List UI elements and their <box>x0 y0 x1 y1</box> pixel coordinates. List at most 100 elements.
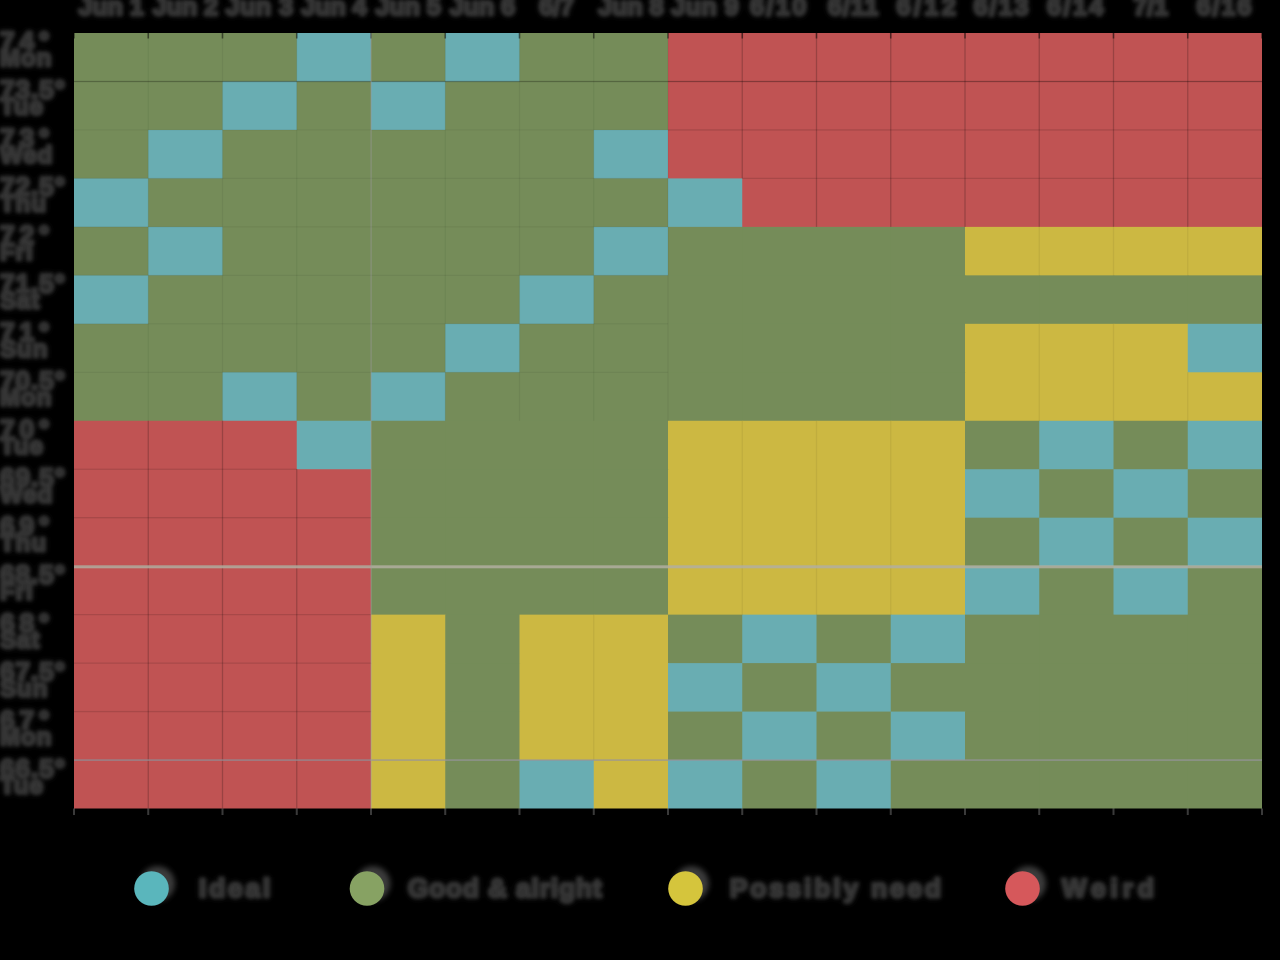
svg-text:Good & alright: Good & alright <box>408 873 603 903</box>
svg-text:Jun 2: Jun 2 <box>153 0 218 21</box>
svg-text:7/1: 7/1 <box>1133 0 1168 21</box>
svg-text:73°: 73° <box>0 123 54 153</box>
svg-text:72.5°: 72.5° <box>0 172 66 202</box>
svg-text:Sat: Sat <box>0 288 40 315</box>
svg-text:Thu: Thu <box>0 191 47 218</box>
svg-text:Jun 6: Jun 6 <box>450 0 515 21</box>
svg-text:71°: 71° <box>0 317 54 347</box>
svg-text:Thu: Thu <box>0 191 47 218</box>
svg-text:70.5°: 70.5° <box>0 366 66 396</box>
svg-text:70.5°: 70.5° <box>0 366 66 396</box>
svg-text:Jun 8: Jun 8 <box>598 0 663 21</box>
svg-text:67°: 67° <box>0 705 54 735</box>
svg-text:Jun 9: Jun 9 <box>671 0 739 21</box>
svg-text:Tue: Tue <box>0 772 44 799</box>
svg-text:Mon: Mon <box>0 385 52 412</box>
svg-text:71°: 71° <box>0 317 54 347</box>
svg-text:6/10: 6/10 <box>750 0 809 21</box>
svg-text:Jun 1: Jun 1 <box>78 0 143 21</box>
svg-text:6/7: 6/7 <box>539 0 574 21</box>
svg-text:6/12: 6/12 <box>897 0 960 21</box>
svg-text:68°: 68° <box>0 608 54 638</box>
svg-text:Tue: Tue <box>0 94 44 121</box>
svg-text:Tue: Tue <box>0 94 44 121</box>
svg-text:69°: 69° <box>0 511 54 541</box>
svg-text:71.5°: 71.5° <box>0 269 66 299</box>
svg-text:Wed: Wed <box>0 482 53 509</box>
svg-text:Good & alright: Good & alright <box>408 873 603 903</box>
svg-text:Ideal: Ideal <box>199 873 273 903</box>
svg-text:Sat: Sat <box>0 627 40 654</box>
svg-text:Fri: Fri <box>0 578 34 605</box>
svg-text:Fri: Fri <box>0 239 34 266</box>
svg-text:69.5°: 69.5° <box>0 463 66 493</box>
svg-text:Thu: Thu <box>0 530 47 557</box>
svg-text:67°: 67° <box>0 705 54 735</box>
svg-text:6/16: 6/16 <box>1197 0 1254 21</box>
svg-text:6/10: 6/10 <box>750 0 809 21</box>
svg-text:Jun 6: Jun 6 <box>450 0 515 21</box>
svg-text:Jun 1: Jun 1 <box>78 0 143 21</box>
svg-text:Jun 5: Jun 5 <box>375 0 440 21</box>
svg-text:72.5°: 72.5° <box>0 172 66 202</box>
svg-text:Jun 8: Jun 8 <box>598 0 663 21</box>
svg-text:71.5°: 71.5° <box>0 269 66 299</box>
svg-text:Thu: Thu <box>0 530 47 557</box>
svg-text:6/13: 6/13 <box>974 0 1031 21</box>
svg-text:Jun 3: Jun 3 <box>226 0 294 21</box>
svg-text:74°: 74° <box>0 26 54 56</box>
svg-text:Mon: Mon <box>0 385 52 412</box>
svg-text:69.5°: 69.5° <box>0 463 66 493</box>
svg-text:72°: 72° <box>0 220 54 250</box>
svg-text:Weird: Weird <box>1062 873 1159 903</box>
svg-text:6/11: 6/11 <box>828 0 879 21</box>
svg-text:Sat: Sat <box>0 288 40 315</box>
svg-text:Jun 9: Jun 9 <box>671 0 739 21</box>
svg-text:Sun: Sun <box>0 336 48 363</box>
svg-text:6/14: 6/14 <box>1047 0 1106 21</box>
svg-text:68°: 68° <box>0 608 54 638</box>
svg-text:Weird: Weird <box>1062 873 1159 903</box>
svg-text:68.5°: 68.5° <box>0 559 66 589</box>
svg-text:Wed: Wed <box>0 142 53 169</box>
svg-text:Sun: Sun <box>0 336 48 363</box>
svg-text:Jun 3: Jun 3 <box>226 0 294 21</box>
svg-text:Mon: Mon <box>0 724 52 751</box>
svg-text:66.5°: 66.5° <box>0 753 66 783</box>
svg-text:6/11: 6/11 <box>828 0 879 21</box>
svg-text:6/14: 6/14 <box>1047 0 1106 21</box>
svg-text:Mon: Mon <box>0 45 52 72</box>
svg-text:72°: 72° <box>0 220 54 250</box>
svg-text:Possibly need: Possibly need <box>730 873 944 903</box>
svg-text:Wed: Wed <box>0 482 53 509</box>
svg-text:70°: 70° <box>0 414 54 444</box>
svg-text:Fri: Fri <box>0 578 34 605</box>
svg-text:7/1: 7/1 <box>1133 0 1168 21</box>
svg-text:Fri: Fri <box>0 239 34 266</box>
svg-text:6/7: 6/7 <box>539 0 574 21</box>
svg-text:68.5°: 68.5° <box>0 559 66 589</box>
svg-text:Possibly need: Possibly need <box>730 873 944 903</box>
svg-text:67.5°: 67.5° <box>0 656 66 686</box>
svg-text:67.5°: 67.5° <box>0 656 66 686</box>
svg-text:Jun 2: Jun 2 <box>153 0 218 21</box>
svg-text:Sun: Sun <box>0 675 48 702</box>
svg-text:6/13: 6/13 <box>974 0 1031 21</box>
svg-text:Wed: Wed <box>0 142 53 169</box>
svg-text:Tue: Tue <box>0 433 44 460</box>
svg-text:Sun: Sun <box>0 675 48 702</box>
svg-text:Tue: Tue <box>0 433 44 460</box>
svg-text:Jun 5: Jun 5 <box>375 0 440 21</box>
svg-text:74°: 74° <box>0 26 54 56</box>
svg-text:73°: 73° <box>0 123 54 153</box>
svg-text:Ideal: Ideal <box>199 873 273 903</box>
svg-text:Mon: Mon <box>0 45 52 72</box>
svg-text:73.5°: 73.5° <box>0 75 66 105</box>
svg-text:Jun 4: Jun 4 <box>301 0 366 21</box>
svg-text:70°: 70° <box>0 414 54 444</box>
svg-text:Sat: Sat <box>0 627 40 654</box>
svg-text:Mon: Mon <box>0 724 52 751</box>
svg-text:66.5°: 66.5° <box>0 753 66 783</box>
svg-text:69°: 69° <box>0 511 54 541</box>
svg-text:73.5°: 73.5° <box>0 75 66 105</box>
